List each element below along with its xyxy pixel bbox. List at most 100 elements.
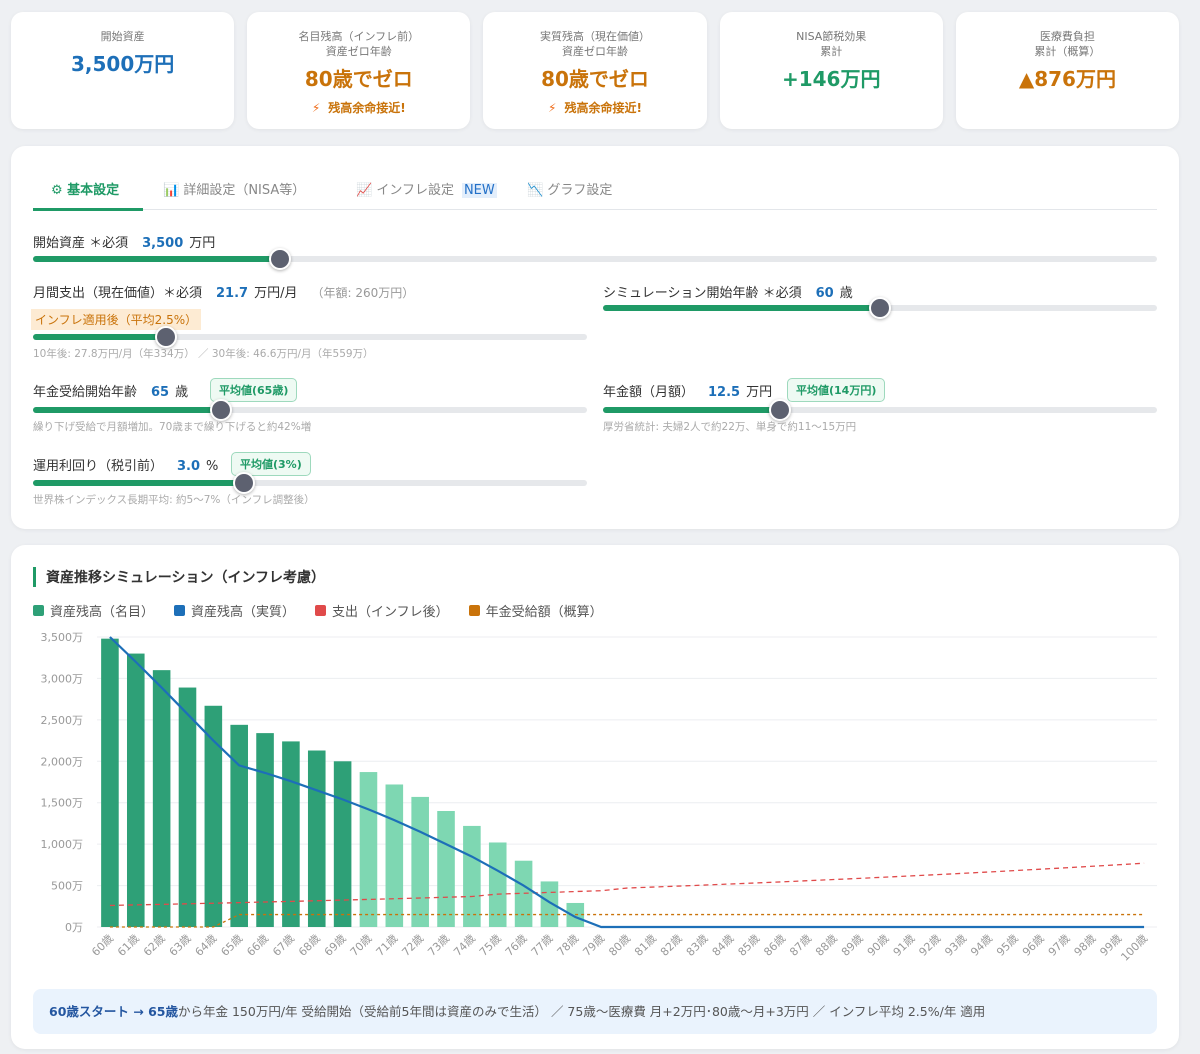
x-tick-label: 94歳	[968, 932, 995, 959]
slider-thumb[interactable]	[154, 326, 177, 348]
pension-age-label: 年金受給開始年齢 65 歳	[33, 381, 188, 400]
card-label: NISA節税効果 累計	[796, 30, 867, 58]
lightning-icon: ⚡	[548, 101, 557, 115]
tab-inflation[interactable]: 📈 インフレ設定 NEW	[356, 179, 497, 198]
footnote-start: 60歳スタート	[49, 1004, 129, 1019]
warning-text: 残高余命接近!	[328, 101, 406, 115]
summary-cards: 開始資産 3,500万円 名目残高（インフレ前） 資産ゼロ年齢 80歳でゼロ ⚡…	[11, 12, 1180, 129]
bar	[333, 761, 352, 927]
field-label: 月間支出（現在価値）＊必須	[33, 286, 203, 301]
field-label: 開始資産 ＊必須	[33, 236, 129, 251]
footnote-text: から年金 150万円/年 受給開始（受給前5年間は資産のみで生活） ／ 75歳〜…	[178, 1004, 986, 1019]
bar	[204, 705, 223, 927]
field-value: 21.7	[216, 286, 249, 301]
x-tick-label: 71歳	[374, 932, 401, 959]
x-tick-label: 91歳	[891, 932, 918, 959]
sim-start-age-label: シミュレーション開始年齢 ＊必須 60 歳	[603, 282, 853, 301]
x-tick-label: 69歳	[322, 932, 349, 959]
bar	[307, 750, 326, 927]
pension-amount-slider[interactable]	[603, 399, 1157, 421]
card-nisa-effect: NISA節税効果 累計 +146万円	[719, 12, 943, 129]
legend-item[interactable]: 年金受給額（概算）	[468, 601, 603, 620]
x-tick-label: 67歳	[270, 932, 297, 959]
card-value: +146万円	[781, 67, 881, 91]
legend-swatch	[468, 605, 480, 616]
slider-thumb[interactable]	[269, 248, 292, 270]
legend-item[interactable]: 資産残高（実質）	[174, 601, 295, 620]
tab-graph-label: グラフ設定	[547, 183, 613, 198]
pension-amount-hint: 厚労省統計: 夫婦2人で約22万、単身で約11〜15万円	[603, 421, 857, 433]
footnote-pension-age: 65歳	[148, 1004, 178, 1019]
x-tick-label: 87歳	[787, 932, 814, 959]
card-value: 80歳でゼロ	[541, 67, 649, 91]
bar	[411, 796, 429, 927]
monthly-spend-slider[interactable]	[33, 326, 587, 348]
legend-item[interactable]: 支出（インフレ後）	[315, 601, 449, 620]
legend-label: 年金受給額（概算）	[485, 605, 603, 620]
x-tick-label: 78歳	[555, 932, 582, 959]
legend-swatch	[315, 605, 327, 616]
field-value: 60	[815, 286, 834, 301]
x-tick-label: 62歳	[141, 932, 168, 959]
bar	[178, 687, 197, 927]
bar	[101, 638, 119, 927]
card-warning: ⚡ 残高余命接近!	[483, 99, 706, 116]
bar	[282, 741, 300, 927]
x-tick-label: 72歳	[399, 932, 426, 959]
down-chart-icon: 📉	[527, 183, 544, 198]
x-tick-label: 95歳	[994, 932, 1021, 959]
start-assets-label: 開始資産 ＊必須 3,500 万円	[33, 232, 215, 251]
x-tick-label: 98歳	[1072, 932, 1099, 959]
monthly-spend-label: 月間支出（現在価値）＊必須 21.7 万円/月 （年額: 260万円）	[33, 282, 414, 301]
card-nominal-zero-age: 名目残高（インフレ前） 資産ゼロ年齢 80歳でゼロ ⚡ 残高余命接近!	[247, 12, 471, 129]
bar	[540, 881, 559, 927]
x-tick-label: 84歳	[710, 932, 737, 959]
pension-age-slider[interactable]	[33, 399, 587, 421]
return-rate-slider[interactable]	[33, 472, 587, 494]
average-badge[interactable]: 平均値(14万円)	[787, 378, 886, 402]
slider-thumb[interactable]	[232, 472, 255, 494]
card-warning: ⚡ 残高余命接近!	[247, 99, 470, 116]
average-badge[interactable]: 平均値(3%)	[231, 452, 311, 476]
return-rate-label: 運用利回り（税引前） 3.0%	[33, 455, 218, 474]
x-tick-label: 93歳	[942, 932, 969, 959]
slider-thumb[interactable]	[869, 297, 891, 319]
x-tick-label: 83歳	[684, 932, 711, 959]
lightning-icon: ⚡	[311, 101, 321, 115]
legend-item[interactable]: 資産残高（名目）	[33, 601, 154, 620]
slider-thumb[interactable]	[769, 399, 792, 421]
x-tick-label: 77歳	[529, 932, 556, 959]
average-badge[interactable]: 平均値(65歳)	[210, 378, 298, 402]
x-tick-label: 64歳	[193, 932, 220, 959]
field-label: シミュレーション開始年齢 ＊必須	[603, 286, 802, 301]
series-line-2	[109, 862, 1145, 907]
y-tick-label: 3,000万	[41, 672, 84, 685]
tab-detail-label: 詳細設定（NISA等）	[183, 183, 306, 198]
annual-note: （年額: 260万円）	[311, 286, 415, 300]
card-value: ▲876万円	[1018, 67, 1116, 91]
x-tick-label: 76歳	[503, 932, 530, 959]
start-assets-slider[interactable]	[33, 248, 1157, 270]
x-tick-label: 85歳	[736, 932, 763, 959]
x-tick-label: 61歳	[115, 932, 142, 959]
x-tick-label: 86歳	[761, 932, 788, 959]
tab-basic[interactable]: ⚙ 基本設定	[51, 179, 119, 198]
card-label: 名目残高（インフレ前） 資産ゼロ年齢	[298, 30, 420, 58]
sim-start-age-slider[interactable]	[603, 297, 1157, 319]
slider-thumb[interactable]	[210, 399, 233, 421]
settings-panel: ⚙ 基本設定 📊 詳細設定（NISA等） 📈 インフレ設定 NEW 📉 グラフ設定…	[11, 146, 1179, 529]
bar	[514, 860, 533, 927]
tab-graph[interactable]: 📉 グラフ設定	[527, 179, 612, 198]
field-unit: 万円/月	[254, 286, 298, 301]
warning-text: 残高余命接近!	[564, 101, 642, 115]
tab-detail[interactable]: 📊 詳細設定（NISA等）	[163, 179, 305, 198]
x-tick-label: 79歳	[580, 932, 607, 959]
slider-fill	[33, 256, 281, 262]
x-tick-label: 82歳	[658, 932, 685, 959]
y-tick-label: 1,000万	[41, 838, 84, 851]
tab-basic-label: ⚙ 基本設定	[51, 183, 120, 198]
x-tick-label: 89歳	[839, 932, 866, 959]
x-tick-label: 92歳	[916, 932, 943, 959]
x-tick-label: 73歳	[425, 932, 452, 959]
x-tick-label: 97歳	[1046, 932, 1073, 959]
